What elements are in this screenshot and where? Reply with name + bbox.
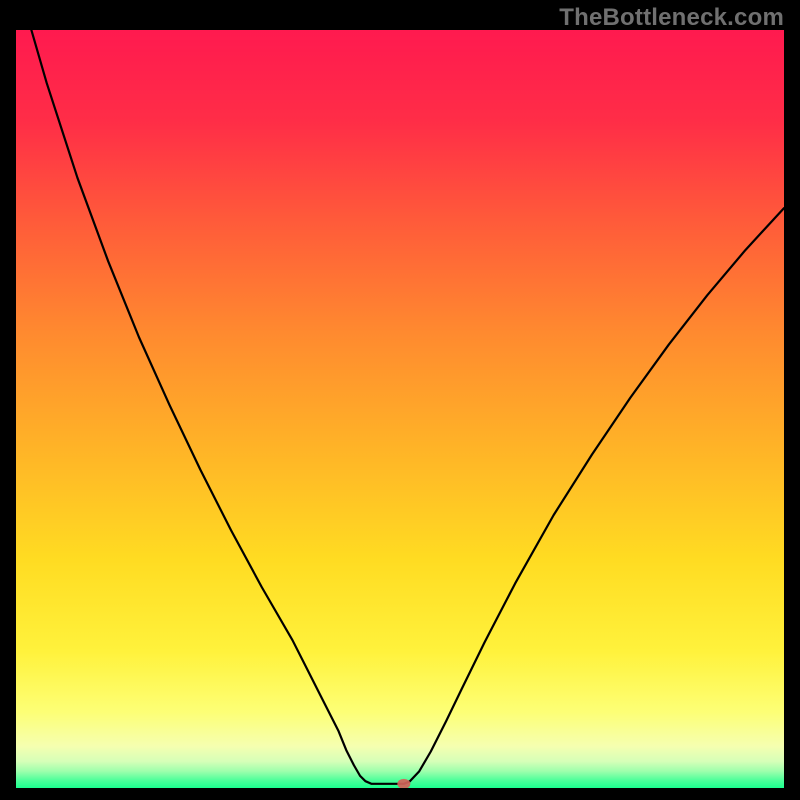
canvas: TheBottleneck.com — [0, 0, 800, 800]
gradient-background — [16, 30, 784, 788]
plot-area — [16, 30, 784, 788]
chart-svg — [16, 30, 784, 788]
plot-frame — [16, 30, 784, 788]
watermark-text: TheBottleneck.com — [559, 4, 784, 32]
